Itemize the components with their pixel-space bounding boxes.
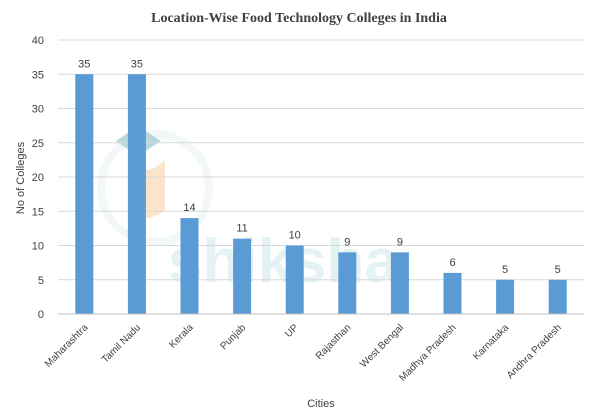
y-tick-label: 25 (32, 138, 44, 150)
y-tick-label: 0 (38, 309, 44, 321)
bar-value-label: 6 (449, 257, 455, 269)
x-axis-ticks: Maharashtra Tamil Nadu Kerala Punjab UP Rajas… (43, 322, 564, 384)
x-axis-label: Cities (307, 398, 335, 410)
chart-title: Location-Wise Food Technology Colleges i… (151, 11, 447, 26)
bar (285, 245, 304, 314)
y-axis-ticks: 0 5 10 15 20 25 30 35 40 (32, 35, 44, 321)
y-tick-label: 5 (38, 275, 44, 287)
x-tick-label: Karnataka (471, 322, 511, 362)
x-tick-label: Punjab (218, 322, 248, 352)
y-tick-label: 15 (32, 206, 44, 218)
x-tick-label: Kerala (167, 322, 196, 351)
x-tick-label: Maharashtra (43, 322, 91, 370)
bar-value-label: 35 (78, 58, 90, 70)
watermark: shiksha (97, 126, 399, 296)
bar-value-label: 35 (131, 58, 143, 70)
bar-value-label: 14 (183, 202, 195, 214)
bar (548, 279, 567, 314)
y-tick-label: 20 (32, 172, 44, 184)
x-tick-label: Andhra Pradesh (505, 322, 564, 381)
y-tick-label: 40 (32, 35, 44, 47)
bar (496, 279, 515, 314)
bar (233, 238, 252, 314)
bar (443, 272, 462, 314)
bar (127, 74, 146, 314)
y-tick-label: 30 (32, 104, 44, 116)
bar-value-label: 5 (502, 264, 508, 276)
x-tick-label: Tamil Nadu (100, 322, 143, 365)
bar-value-label: 5 (555, 264, 561, 276)
watermark-text: shiksha (168, 227, 399, 296)
x-tick-label: West Bengal (358, 322, 406, 370)
bar (390, 252, 409, 314)
x-tick-label: UP (283, 322, 301, 340)
bar-value-label: 9 (397, 236, 403, 248)
y-tick-label: 35 (32, 69, 44, 81)
bar (338, 252, 357, 314)
x-tick-label: Rajasthan (314, 322, 354, 362)
x-tick-label: Madhya Pradesh (397, 322, 458, 383)
bar (75, 74, 94, 314)
bar-value-label: 9 (344, 236, 350, 248)
y-tick-label: 10 (32, 241, 44, 253)
bar-value-label: 11 (236, 223, 247, 235)
bars (75, 74, 567, 314)
y-axis-label: No of Colleges (15, 141, 27, 214)
watermark-ring (97, 130, 213, 246)
data-labels: 35 35 14 11 10 9 9 6 5 5 (78, 58, 561, 276)
bar (180, 218, 199, 314)
bar-value-label: 10 (289, 230, 301, 242)
